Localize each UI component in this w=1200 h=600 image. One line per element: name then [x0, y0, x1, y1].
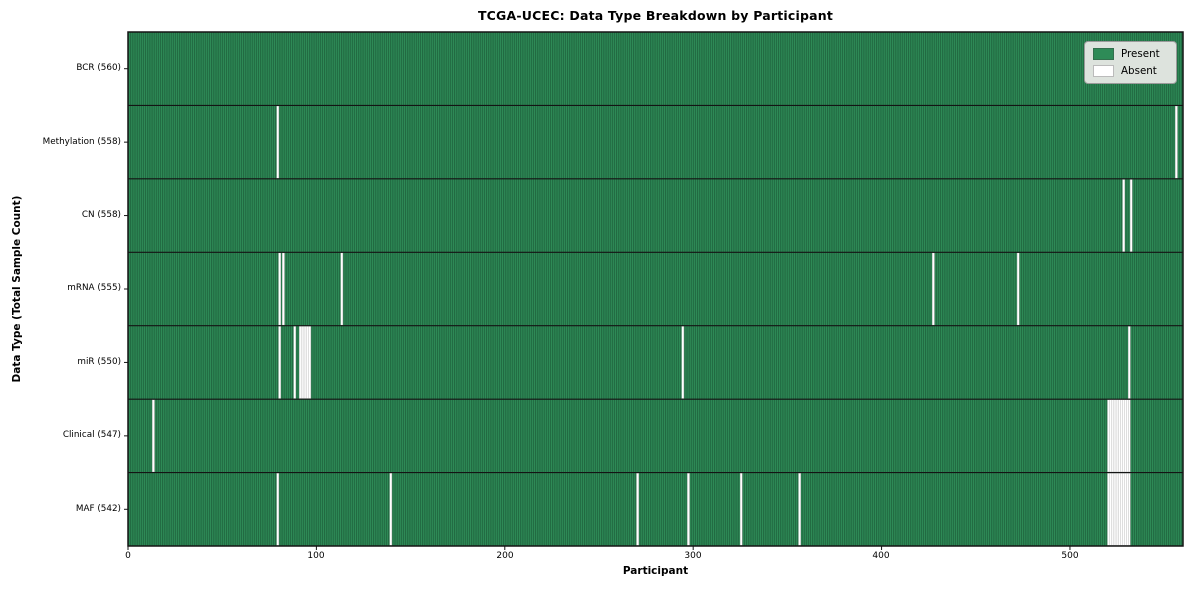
y-tick-label: mRNA (555) [67, 283, 121, 293]
absent-cell [278, 326, 281, 399]
x-tick-label: 300 [684, 551, 702, 561]
absent-cell [293, 326, 297, 399]
present-field [128, 32, 1183, 546]
x-tick-label: 100 [307, 551, 325, 561]
absent-cell [308, 326, 312, 399]
legend-label-present: Present [1121, 48, 1160, 60]
absent-cell [152, 399, 155, 473]
absent-cell [798, 472, 801, 546]
x-tick-label: 0 [125, 551, 131, 561]
x-axis-label: Participant [622, 565, 689, 577]
y-tick-label: CN (558) [81, 210, 121, 220]
absent-cell [1129, 179, 1133, 252]
absent-cell [687, 472, 690, 546]
plot-border [127, 31, 1184, 547]
chart-title: TCGA-UCEC: Data Type Breakdown by Partic… [477, 8, 834, 23]
absent-cell [1175, 105, 1178, 179]
absent-cell [681, 326, 685, 399]
absent-cell [1128, 472, 1131, 546]
absent-cell [276, 472, 280, 546]
absent-cell [278, 252, 281, 326]
y-tick-label: miR (550) [77, 357, 121, 367]
legend: Present Absent [1084, 41, 1177, 84]
legend-entry-absent: Absent [1093, 65, 1168, 77]
y-tick-label: BCR (560) [76, 63, 121, 73]
y-tick-label: Clinical (547) [62, 430, 121, 440]
absent-cell [1128, 399, 1131, 473]
legend-entry-present: Present [1093, 48, 1168, 60]
absent-marks [152, 105, 1178, 546]
absent-cell [389, 472, 393, 546]
x-tick-label: 200 [496, 551, 514, 561]
absent-cell [276, 105, 280, 179]
row-dividers [128, 104, 1183, 474]
absent-cell [1016, 252, 1020, 326]
x-tick-label: 500 [1061, 551, 1079, 561]
absent-cell [739, 472, 743, 546]
absent-cell [932, 252, 935, 326]
legend-swatch-present [1093, 48, 1114, 60]
legend-label-absent: Absent [1121, 65, 1157, 77]
y-tick-label: MAF (542) [75, 504, 121, 514]
absent-cell [1122, 179, 1125, 252]
x-tick-label: 400 [872, 551, 890, 561]
legend-swatch-absent [1093, 65, 1114, 77]
absent-cell [282, 252, 285, 326]
absent-cell [340, 252, 344, 326]
absent-cell [636, 472, 639, 546]
absent-cell [1128, 326, 1131, 399]
y-tick-label: Methylation (558) [42, 137, 121, 147]
